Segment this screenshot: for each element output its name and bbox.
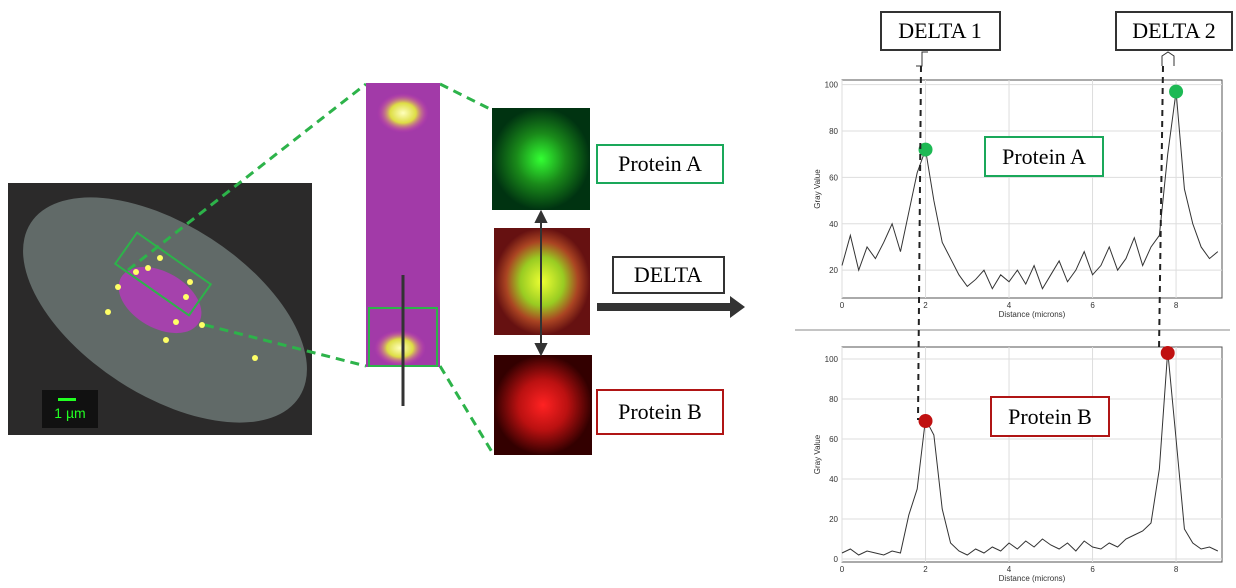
- x-tick-label: 8: [1174, 565, 1179, 574]
- peak-marker: [1161, 346, 1175, 360]
- cell-image: 1 µm: [0, 152, 345, 469]
- x-tick-label: 2: [923, 565, 928, 574]
- figure: 1 µm Protein A Protein B DELTA DELTA 1 D…: [0, 0, 1236, 588]
- x-tick-label: 4: [1007, 565, 1012, 574]
- y-tick-label: 20: [829, 515, 838, 524]
- delta2-label: DELTA 2: [1132, 18, 1216, 43]
- protein-b-crop: [494, 355, 592, 455]
- peak-marker: [919, 414, 933, 428]
- plot-area: [842, 347, 1222, 562]
- x-axis-label: Distance (microns): [999, 574, 1066, 583]
- x-tick-label: 6: [1090, 565, 1095, 574]
- x-axis-label: Distance (microns): [999, 310, 1066, 319]
- y-axis-label: Gray Value: [813, 169, 822, 209]
- y-tick-label: 20: [829, 266, 838, 275]
- y-tick-label: 80: [829, 127, 838, 136]
- y-axis-label: Gray Value: [813, 434, 822, 474]
- protein-b-label: Protein B: [618, 399, 702, 424]
- y-tick-label: 100: [825, 81, 839, 90]
- peak-marker: [1169, 85, 1183, 99]
- y-tick-label: 60: [829, 435, 838, 444]
- annotation: Protein B: [1008, 404, 1092, 429]
- y-tick-label: 0: [834, 555, 839, 564]
- arrow: [597, 296, 745, 318]
- x-tick-label: 8: [1174, 301, 1179, 310]
- y-tick-label: 100: [825, 355, 839, 364]
- y-tick-label: 40: [829, 475, 838, 484]
- x-tick-label: 0: [840, 565, 845, 574]
- protein-a-crop: [492, 108, 590, 210]
- delta-label: DELTA: [634, 262, 702, 287]
- plot-area: [842, 80, 1222, 298]
- y-tick-label: 80: [829, 395, 838, 404]
- annotation: Protein A: [1002, 144, 1086, 169]
- scale-bar-label: 1 µm: [54, 405, 85, 421]
- delta1-label: DELTA 1: [898, 18, 982, 43]
- bracket: [916, 52, 1174, 66]
- y-tick-label: 40: [829, 220, 838, 229]
- x-tick-label: 6: [1090, 301, 1095, 310]
- x-tick-label: 0: [840, 301, 845, 310]
- y-tick-label: 60: [829, 173, 838, 182]
- x-tick-label: 4: [1007, 301, 1012, 310]
- protein-a-label: Protein A: [618, 151, 702, 176]
- x-tick-label: 2: [923, 301, 928, 310]
- zoom-strip: [366, 83, 440, 406]
